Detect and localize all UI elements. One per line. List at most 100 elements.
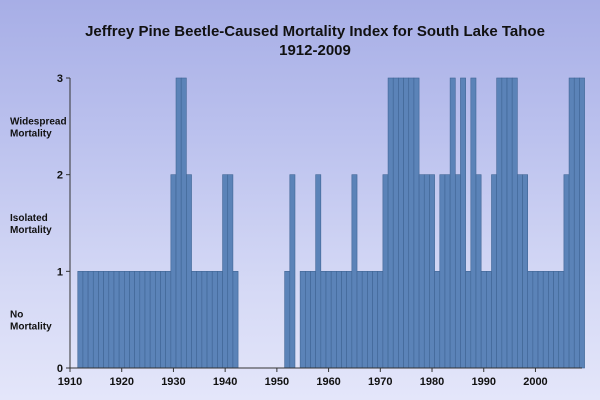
x-tick-label-1980: 1980	[420, 376, 444, 388]
x-tick-label-2000: 2000	[523, 376, 547, 388]
bar-2006	[563, 174, 570, 369]
bar-1999	[527, 271, 534, 369]
bar-1959	[320, 271, 327, 369]
bar-1968	[367, 271, 373, 369]
y-tick-label-1: 1	[57, 266, 63, 278]
bar-1917	[103, 271, 110, 369]
bar-1942	[232, 271, 239, 369]
bar-1931	[175, 77, 182, 369]
bar-1913	[82, 271, 89, 369]
bar-1923	[134, 271, 141, 369]
x-tick-label-1950: 1950	[265, 376, 289, 388]
y-tick-label-0: 0	[57, 363, 63, 375]
bar-1936	[201, 271, 208, 369]
bar-1992	[491, 174, 497, 369]
bar-2009	[579, 77, 585, 369]
bar-1952	[284, 271, 291, 369]
bar-1939	[217, 271, 223, 369]
bar-1970	[377, 271, 384, 369]
bar-2000	[532, 271, 539, 369]
bar-1925	[144, 271, 151, 369]
x-tick-label-1920: 1920	[109, 376, 133, 388]
bar-2008	[573, 77, 580, 369]
y-category-label-2: Widespread Mortality	[10, 116, 67, 139]
bar-1953	[289, 174, 296, 369]
bar-1973	[392, 77, 399, 369]
bar-1956	[305, 271, 311, 369]
axes-group	[66, 77, 582, 372]
bar-1930	[170, 174, 177, 369]
x-tick-label-1990: 1990	[471, 376, 495, 388]
bar-1918	[108, 271, 115, 369]
chart-title: Jeffrey Pine Beetle-Caused Mortality Ind…	[85, 23, 545, 40]
bar-1916	[98, 271, 104, 369]
bar-1920	[118, 271, 125, 369]
bar-1988	[470, 77, 477, 369]
bar-1938	[211, 271, 218, 369]
bar-1995	[506, 77, 513, 369]
bar-1980	[429, 174, 435, 369]
bar-1976	[408, 77, 415, 369]
bar-1962	[336, 271, 342, 369]
bar-1919	[113, 271, 120, 369]
bar-2001	[537, 271, 544, 369]
bar-1940	[222, 174, 229, 369]
bar-1964	[346, 271, 353, 369]
bar-1927	[155, 271, 161, 369]
bar-1935	[196, 271, 203, 369]
y-category-label-0: No Mortality	[10, 310, 52, 333]
bar-2003	[548, 271, 554, 369]
bar-1941	[227, 174, 234, 369]
bar-1966	[356, 271, 363, 369]
bar-1996	[511, 77, 518, 369]
bar-1957	[310, 271, 316, 369]
bar-1963	[341, 271, 347, 369]
x-tick-label-1970: 1970	[368, 376, 392, 388]
bar-1978	[418, 174, 425, 369]
bar-1937	[206, 271, 213, 369]
y-tick-label-2: 2	[57, 170, 63, 182]
bar-1971	[382, 174, 389, 369]
bar-2004	[553, 271, 560, 369]
bar-1960	[325, 271, 332, 369]
bar-1974	[398, 77, 404, 369]
bar-2002	[542, 271, 549, 369]
bar-1977	[413, 77, 420, 369]
bar-1989	[475, 174, 482, 369]
chart-subtitle: 1912-2009	[279, 42, 351, 59]
bar-1924	[139, 271, 146, 369]
bar-1986	[460, 77, 466, 369]
bars-group	[77, 77, 585, 369]
bar-1990	[480, 271, 487, 369]
bar-1933	[186, 174, 192, 369]
x-tick-label-1930: 1930	[161, 376, 185, 388]
bar-1926	[149, 271, 156, 369]
x-tick-label-1910: 1910	[58, 376, 82, 388]
bar-1961	[330, 271, 337, 369]
bar-1965	[351, 174, 358, 369]
bar-1955	[299, 271, 306, 369]
bar-1997	[517, 174, 523, 369]
bar-1993	[496, 77, 503, 369]
bar-1998	[522, 174, 529, 369]
bar-1921	[124, 271, 130, 369]
x-tick-label-1960: 1960	[316, 376, 340, 388]
x-tick-label-1940: 1940	[213, 376, 237, 388]
bar-1934	[191, 271, 198, 369]
bar-1994	[501, 77, 508, 369]
bar-1975	[403, 77, 410, 369]
bar-2005	[558, 271, 565, 369]
bar-1958	[315, 174, 322, 369]
bar-1985	[454, 174, 461, 369]
bar-1928	[160, 271, 166, 369]
bar-2007	[568, 77, 575, 369]
bar-1929	[165, 271, 172, 369]
bar-1922	[129, 271, 135, 369]
bar-1987	[465, 271, 472, 369]
bar-1914	[87, 271, 94, 369]
bar-1967	[361, 271, 368, 369]
bar-1915	[92, 271, 99, 369]
bar-1972	[387, 77, 394, 369]
